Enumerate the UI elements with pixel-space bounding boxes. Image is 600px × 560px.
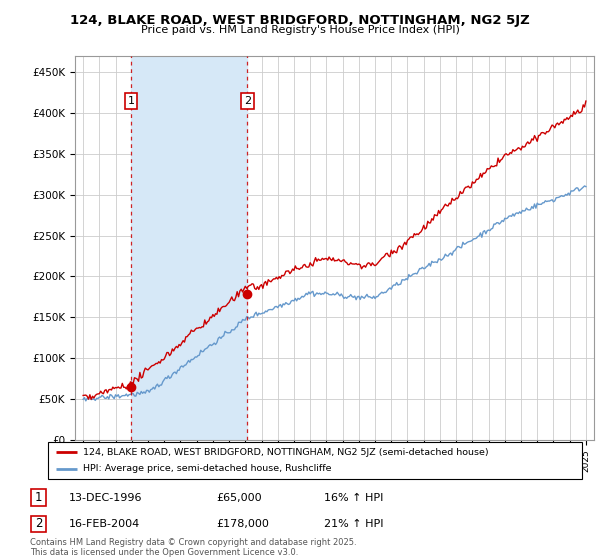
FancyBboxPatch shape: [31, 516, 46, 532]
Text: 16% ↑ HPI: 16% ↑ HPI: [324, 493, 383, 503]
FancyBboxPatch shape: [31, 489, 46, 506]
Text: Contains HM Land Registry data © Crown copyright and database right 2025.
This d: Contains HM Land Registry data © Crown c…: [30, 538, 356, 557]
FancyBboxPatch shape: [48, 442, 582, 479]
Text: Price paid vs. HM Land Registry's House Price Index (HPI): Price paid vs. HM Land Registry's House …: [140, 25, 460, 35]
Text: 124, BLAKE ROAD, WEST BRIDGFORD, NOTTINGHAM, NG2 5JZ: 124, BLAKE ROAD, WEST BRIDGFORD, NOTTING…: [70, 14, 530, 27]
Text: 21% ↑ HPI: 21% ↑ HPI: [324, 519, 383, 529]
Text: 2: 2: [35, 517, 42, 530]
Text: HPI: Average price, semi-detached house, Rushcliffe: HPI: Average price, semi-detached house,…: [83, 464, 331, 473]
Text: 1: 1: [128, 96, 134, 106]
Text: 1: 1: [35, 491, 42, 504]
Text: 124, BLAKE ROAD, WEST BRIDGFORD, NOTTINGHAM, NG2 5JZ (semi-detached house): 124, BLAKE ROAD, WEST BRIDGFORD, NOTTING…: [83, 448, 488, 457]
Text: 2: 2: [244, 96, 251, 106]
Bar: [131, 56, 247, 440]
Text: £65,000: £65,000: [216, 493, 262, 503]
Text: 13-DEC-1996: 13-DEC-1996: [69, 493, 143, 503]
Text: 16-FEB-2004: 16-FEB-2004: [69, 519, 140, 529]
Text: £178,000: £178,000: [216, 519, 269, 529]
